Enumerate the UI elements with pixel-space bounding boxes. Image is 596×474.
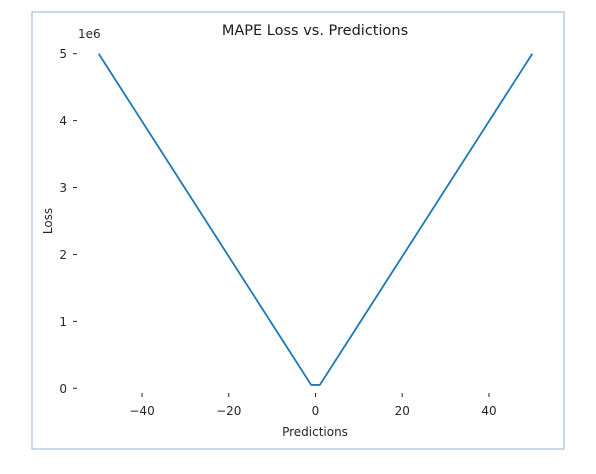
y-tick-label: 2 <box>59 248 67 262</box>
y-tick-label: 3 <box>59 181 67 195</box>
y-tick-label: 1 <box>59 315 67 329</box>
axes-frame <box>31 11 565 450</box>
y-tick-label: 0 <box>59 382 67 396</box>
series-line <box>97 53 534 386</box>
x-tick-label: 0 <box>312 404 320 418</box>
x-axis-ticks: −40 −20 0 20 40 <box>129 393 497 418</box>
x-tick-label: 20 <box>395 404 410 418</box>
series-layer <box>97 53 534 386</box>
x-tick-label: −40 <box>129 404 154 418</box>
y-tick-label: 4 <box>59 114 67 128</box>
x-axis-label: Predictions <box>282 425 348 439</box>
y-tick-label: 5 <box>59 47 67 61</box>
chart-title: MAPE Loss vs. Predictions <box>222 23 408 39</box>
y-axis-ticks: 0 1 2 3 4 5 <box>59 47 77 396</box>
y-offset-label: 1e6 <box>78 27 101 41</box>
y-axis-label: Loss <box>41 208 55 234</box>
x-tick-label: −20 <box>216 404 241 418</box>
x-tick-label: 40 <box>481 404 496 418</box>
